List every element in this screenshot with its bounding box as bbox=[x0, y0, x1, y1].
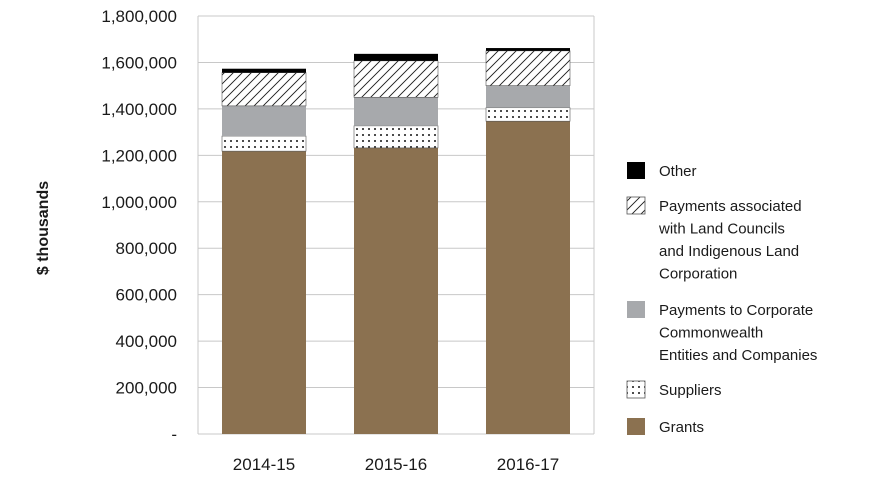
legend-label: Payments to Corporate bbox=[659, 302, 813, 319]
legend-item-landcouncils: Payments associated with Land Councils and… bbox=[626, 196, 802, 283]
x-tick-label: 2015-16 bbox=[365, 455, 427, 474]
bar-segment-other bbox=[222, 68, 306, 73]
bar-segment-corporate bbox=[354, 97, 438, 126]
y-tick-label: 1,000,000 bbox=[101, 193, 177, 212]
bar-segment-grants bbox=[486, 121, 570, 435]
legend: Other Payments associated with Land Counci… bbox=[626, 162, 817, 436]
legend-label: Suppliers bbox=[659, 382, 722, 399]
x-tick-label: 2014-15 bbox=[233, 455, 295, 474]
legend-label: Entities and Companies bbox=[659, 347, 817, 364]
legend-swatch-other bbox=[627, 162, 645, 179]
legend-item-grants: Grants bbox=[627, 418, 704, 436]
bar-segment-corporate bbox=[486, 85, 570, 108]
bars bbox=[221, 48, 571, 435]
y-tick-label: 600,000 bbox=[116, 286, 177, 305]
bar-segment-grants bbox=[222, 151, 306, 435]
legend-item-corporate: Payments to Corporate Commonwealth Entitie… bbox=[627, 301, 817, 364]
legend-swatch-suppliers bbox=[626, 380, 646, 399]
legend-item-suppliers: Suppliers bbox=[626, 380, 722, 399]
legend-swatch-corporate bbox=[627, 301, 645, 318]
legend-item-other: Other bbox=[627, 162, 697, 180]
bar-segment-suppliers bbox=[353, 125, 439, 149]
y-tick-label: 1,400,000 bbox=[101, 100, 177, 119]
y-tick-label: - bbox=[171, 425, 177, 444]
legend-label: Corporation bbox=[659, 266, 737, 283]
legend-label: with Land Councils bbox=[658, 221, 785, 238]
bar-segment-suppliers bbox=[221, 135, 307, 152]
legend-label: Other bbox=[659, 163, 697, 180]
legend-swatch-landcouncils bbox=[626, 196, 646, 215]
bar-segment-other bbox=[486, 48, 570, 51]
bar-segment-grants bbox=[354, 147, 438, 434]
bar-stack-2016-17 bbox=[485, 48, 571, 435]
y-tick-label: 1,800,000 bbox=[101, 7, 177, 26]
x-axis-labels: 2014-15 2015-16 2016-17 bbox=[233, 455, 559, 474]
bar-segment-suppliers bbox=[485, 107, 571, 122]
y-axis-label: $ thousands bbox=[35, 181, 52, 275]
y-tick-label: 400,000 bbox=[116, 332, 177, 351]
bar-segment-corporate bbox=[222, 105, 306, 137]
bar-segment-landcouncils bbox=[353, 60, 439, 98]
bar-stack-2015-16 bbox=[353, 53, 439, 434]
legend-label: and Indigenous Land bbox=[659, 243, 799, 260]
bar-segment-landcouncils bbox=[221, 72, 307, 107]
y-tick-label: 800,000 bbox=[116, 239, 177, 258]
legend-label: Payments associated bbox=[659, 198, 802, 215]
y-tick-label: 1,600,000 bbox=[101, 53, 177, 72]
legend-label: Commonwealth bbox=[659, 325, 763, 342]
bar-stack-2014-15 bbox=[221, 68, 307, 435]
y-axis-ticks: - 200,000 400,000 600,000 800,000 1,000,000 1,… bbox=[101, 7, 177, 444]
legend-swatch-grants bbox=[627, 418, 645, 435]
y-tick-label: 200,000 bbox=[116, 379, 177, 398]
bar-segment-landcouncils bbox=[485, 50, 571, 86]
bar-segment-other bbox=[354, 53, 438, 61]
legend-label: Grants bbox=[659, 419, 704, 436]
x-tick-label: 2016-17 bbox=[497, 455, 559, 474]
y-tick-label: 1,200,000 bbox=[101, 146, 177, 165]
